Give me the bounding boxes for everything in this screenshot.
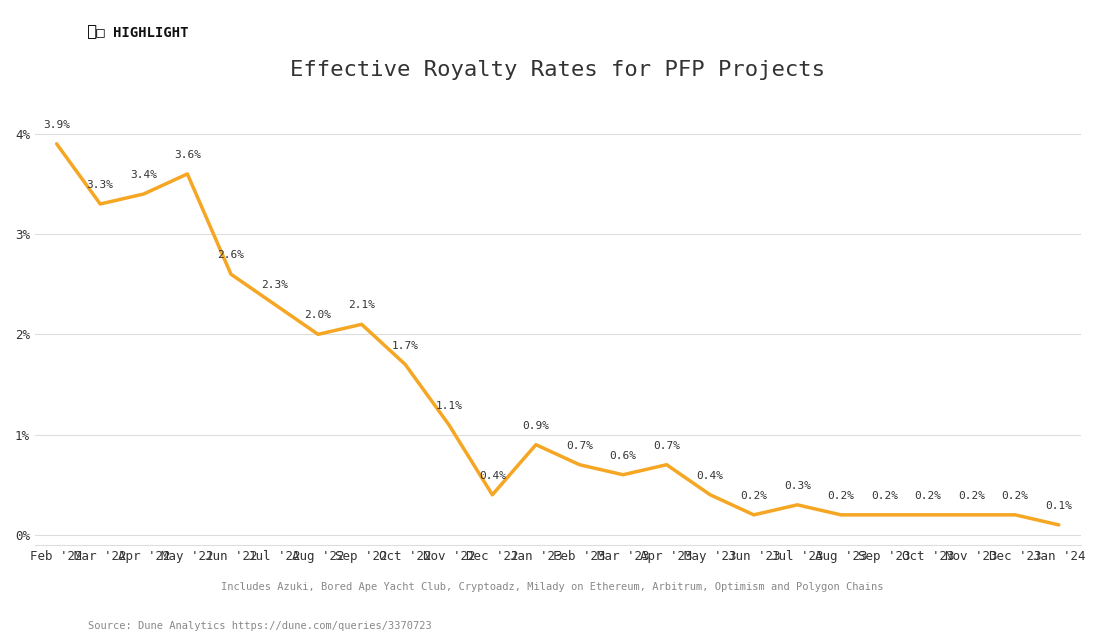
- Text: 2.0%: 2.0%: [305, 311, 331, 320]
- Text: 2.6%: 2.6%: [217, 250, 244, 260]
- Text: 0.2%: 0.2%: [871, 491, 898, 501]
- Text: 0.7%: 0.7%: [566, 441, 593, 451]
- Text: 0.2%: 0.2%: [958, 491, 985, 501]
- Text: 2.1%: 2.1%: [348, 300, 375, 311]
- Text: 0.3%: 0.3%: [784, 481, 810, 491]
- Text: 1.7%: 1.7%: [392, 340, 418, 351]
- Title: Effective Royalty Rates for PFP Projects: Effective Royalty Rates for PFP Projects: [290, 60, 825, 80]
- Text: 3.4%: 3.4%: [130, 170, 157, 180]
- Text: 3.9%: 3.9%: [43, 120, 71, 130]
- Text: 0.2%: 0.2%: [827, 491, 854, 501]
- Text: 0.4%: 0.4%: [479, 471, 506, 481]
- Text: 3.6%: 3.6%: [173, 150, 201, 160]
- Text: 0.2%: 0.2%: [1001, 491, 1029, 501]
- Text: 0.2%: 0.2%: [914, 491, 942, 501]
- Text: Source: Dune Analytics https://dune.com/queries/3370723: Source: Dune Analytics https://dune.com/…: [88, 621, 432, 631]
- Text: 3.3%: 3.3%: [87, 180, 114, 190]
- Text: Includes Azuki, Bored Ape Yacht Club, Cryptoadz, Milady on Ethereum, Arbitrum, O: Includes Azuki, Bored Ape Yacht Club, Cr…: [221, 582, 883, 593]
- Text: 0.4%: 0.4%: [697, 471, 724, 481]
- Text: 0.9%: 0.9%: [522, 421, 550, 431]
- Text: 1.1%: 1.1%: [435, 401, 463, 411]
- Text: 0.1%: 0.1%: [1045, 501, 1072, 511]
- Text: 2.3%: 2.3%: [261, 281, 288, 290]
- Text: 0.6%: 0.6%: [609, 451, 637, 461]
- Text: ⎕□ HIGHLIGHT: ⎕□ HIGHLIGHT: [88, 26, 189, 40]
- Text: 0.7%: 0.7%: [654, 441, 680, 451]
- Text: 0.2%: 0.2%: [741, 491, 767, 501]
